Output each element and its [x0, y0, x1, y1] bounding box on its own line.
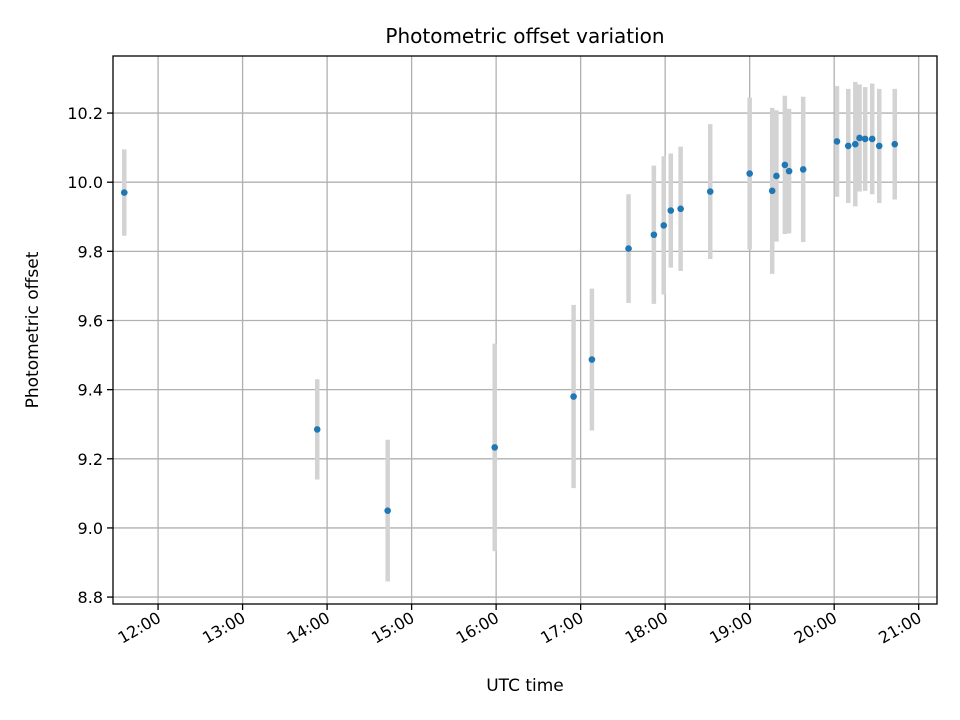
y-tick-label: 9.8 — [78, 242, 103, 261]
y-axis: 8.8 9.0 9.2 9.4 9.6 9.8 10.0 10.2 — [67, 104, 113, 607]
x-tick-label: 17:00 — [537, 608, 586, 648]
data-point — [706, 188, 714, 195]
y-axis-label: Photometric offset — [23, 251, 43, 408]
x-tick-label: 20:00 — [791, 608, 840, 648]
data-point — [781, 161, 789, 169]
point-layer — [120, 134, 899, 514]
data-point — [768, 187, 776, 195]
data-point — [588, 356, 596, 363]
data-point — [875, 142, 883, 150]
y-tick-label: 9.6 — [78, 311, 103, 330]
data-point — [833, 138, 841, 145]
x-tick-label: 21:00 — [875, 608, 924, 648]
y-tick-label: 9.2 — [78, 450, 103, 469]
data-point — [570, 393, 577, 400]
data-point — [799, 166, 807, 173]
data-point — [625, 245, 632, 252]
data-point — [785, 167, 793, 175]
errorbar-layer — [122, 81, 897, 582]
data-point — [313, 426, 321, 433]
data-point — [868, 135, 876, 143]
y-tick-label: 9.4 — [78, 381, 103, 400]
data-point — [677, 205, 684, 213]
x-axis-label: UTC time — [486, 676, 564, 696]
x-axis: 12:00 13:00 14:00 15:00 16:00 17:00 18:00 19:00… — [115, 604, 925, 648]
chart-title: Photometric offset variation — [385, 24, 664, 48]
data-point — [491, 444, 499, 451]
x-tick-label: 18:00 — [622, 608, 671, 648]
x-tick-label: 15:00 — [368, 608, 417, 648]
x-tick-label: 16:00 — [453, 608, 502, 648]
data-point — [856, 134, 863, 142]
data-point — [861, 135, 869, 143]
data-point — [650, 231, 658, 239]
y-tick-label: 9.0 — [78, 519, 103, 538]
data-point — [120, 189, 128, 196]
data-point — [773, 172, 780, 180]
data-point — [746, 170, 753, 177]
data-point — [852, 140, 859, 148]
x-tick-label: 14:00 — [284, 608, 333, 648]
x-tick-label: 19:00 — [706, 608, 755, 648]
data-point — [384, 507, 391, 514]
plot-frame — [112, 55, 938, 605]
x-tick-label: 12:00 — [115, 608, 164, 648]
data-point — [844, 142, 852, 150]
data-point — [667, 207, 675, 214]
y-tick-label: 10.2 — [67, 104, 103, 123]
grid-layer — [113, 56, 937, 604]
data-point — [660, 222, 668, 229]
y-tick-label: 8.8 — [78, 588, 103, 607]
x-tick-label: 13:00 — [199, 608, 248, 648]
data-point — [891, 140, 899, 148]
y-tick-label: 10.0 — [67, 173, 103, 192]
